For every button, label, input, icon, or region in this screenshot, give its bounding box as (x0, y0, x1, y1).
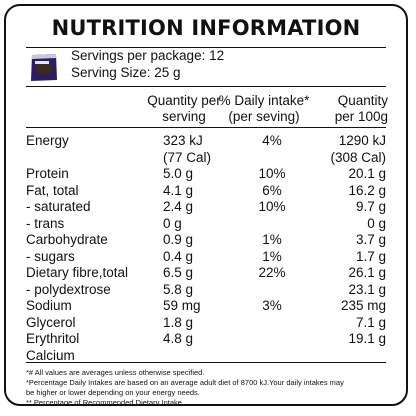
daily-intake-value: 3% (262, 298, 282, 313)
per-100g-value: 1290 kJ (338, 133, 386, 148)
per-serving-value: 0 g (163, 215, 182, 231)
footnote: *# All values are averages unless otherw… (26, 368, 205, 377)
per-100g-value: 0 g (367, 215, 386, 231)
table-row: (77 Cal) (308 Cal) (26, 150, 386, 166)
title-rule (26, 47, 386, 48)
table-row: Calcium (26, 348, 386, 364)
table-row: Protein 5.0 g 10% 20.1 g (26, 166, 386, 182)
per-100g-value: 1.7 g (355, 248, 386, 264)
table-row: Erythritol 4.8 g 19.1 g (26, 331, 386, 347)
per-100g-value: 23.1 g (348, 281, 386, 297)
nutrient-label: - saturated (26, 199, 91, 214)
table-row: - polydextrose 5.8 g 23.1 g (26, 282, 386, 298)
table-row: Sodium 59 mg 3% 235 mg (26, 298, 386, 314)
nutrition-panel: NUTRITION INFORMATION Servings per packa… (4, 4, 408, 406)
footnote: *Percentage Daily Intakes are based on a… (26, 378, 344, 387)
header-per-100g: Quantity per 100g (322, 93, 388, 125)
daily-intake-value: 1% (262, 248, 282, 264)
nutrient-label: - polydextrose (26, 281, 111, 297)
per-serving-value: 4.8 g (163, 331, 194, 346)
per-100g-value: 19.1 g (348, 331, 386, 346)
header-per-serving-line2: serving (162, 109, 206, 124)
per-serving-value: 1.8 g (163, 314, 194, 330)
per-serving-value: 0.9 g (163, 232, 194, 247)
footnotes: *# All values are averages unless otherw… (26, 368, 386, 406)
per-100g-value: 20.1 g (348, 166, 386, 181)
nutrient-label: Sodium (26, 298, 72, 313)
header-daily-line2: (per seving) (228, 109, 300, 124)
footnote: ** Percentage of Recommended Dietary Int… (26, 398, 185, 406)
header-daily-line1: % Daily intake* (218, 93, 310, 108)
per-100g-value: (308 Cal) (330, 149, 386, 165)
header-per100-line1: Quantity (337, 93, 388, 108)
per-serving-value: 4.1 g (163, 182, 194, 198)
nutrient-label: - trans (26, 215, 65, 231)
daily-intake-value: 10% (258, 199, 286, 214)
per-100g-value: 3.7 g (355, 232, 386, 247)
header-bottom-rule (26, 127, 386, 128)
per-100g-value: 9.7 g (355, 199, 386, 214)
per-100g-value: 16.2 g (348, 182, 386, 198)
nutrient-label: Energy (26, 133, 69, 148)
table-row: Dietary fibre,total 6.5 g 22% 26.1 g (26, 265, 386, 281)
table-row: Fat, total 4.1 g 6% 16.2 g (26, 183, 386, 199)
header-per-serving: Quantity per serving (134, 93, 234, 125)
nutrient-label: Protein (26, 166, 69, 181)
per-100g-value: 235 mg (340, 298, 386, 313)
per-serving-value: 0.4 g (163, 248, 194, 264)
nutrient-label: Carbohydrate (26, 232, 108, 247)
per-100g-value: 7.1 g (355, 314, 386, 330)
per-100g-value: 26.1 g (348, 265, 386, 280)
nutrient-label: - sugars (26, 248, 75, 264)
footer-rule (26, 362, 386, 363)
nutrient-label: Erythritol (26, 331, 80, 346)
table-row: - trans 0 g 0 g (26, 216, 386, 232)
footnote: be higher or lower depending on your ene… (26, 388, 200, 397)
nutrient-label: Fat, total (26, 182, 79, 198)
header-top-rule (26, 86, 386, 87)
daily-intake-value: 4% (262, 133, 282, 148)
daily-intake-value: 22% (258, 265, 286, 280)
panel-title: NUTRITION INFORMATION (51, 16, 361, 40)
table-row: Glycerol 1.8 g 7.1 g (26, 315, 386, 331)
nutrient-label: Calcium (26, 347, 75, 363)
table-row: Carbohydrate 0.9 g 1% 3.7 g (26, 232, 386, 248)
per-serving-value: 5.0 g (163, 166, 194, 181)
daily-intake-value: 1% (262, 232, 282, 247)
header-per100-line2: per 100g (334, 109, 388, 124)
table-row: Energy 323 kJ 4% 1290 kJ (26, 133, 386, 149)
nutrient-label: Dietary fibre,total (26, 265, 129, 280)
table-row: - saturated 2.4 g 10% 9.7 g (26, 199, 386, 215)
header-daily-intake: % Daily intake* (per seving) (212, 93, 316, 125)
per-serving-value: 6.5 g (163, 265, 194, 280)
per-serving-value: 59 mg (163, 298, 201, 313)
product-package-icon (31, 54, 57, 81)
servings-per-package: Servings per package: 12 (71, 48, 225, 63)
per-serving-value: 2.4 g (163, 199, 194, 214)
daily-intake-value: 6% (262, 182, 282, 198)
per-serving-value: 5.8 g (163, 281, 194, 297)
per-serving-value: 323 kJ (163, 133, 203, 148)
per-serving-value: (77 Cal) (163, 149, 212, 165)
serving-size: Serving Size: 25 g (71, 65, 181, 80)
nutrient-label: Glycerol (26, 314, 76, 330)
header-per-serving-line1: Quantity per (147, 93, 221, 108)
table-row: - sugars 0.4 g 1% 1.7 g (26, 249, 386, 265)
daily-intake-value: 10% (258, 166, 286, 181)
